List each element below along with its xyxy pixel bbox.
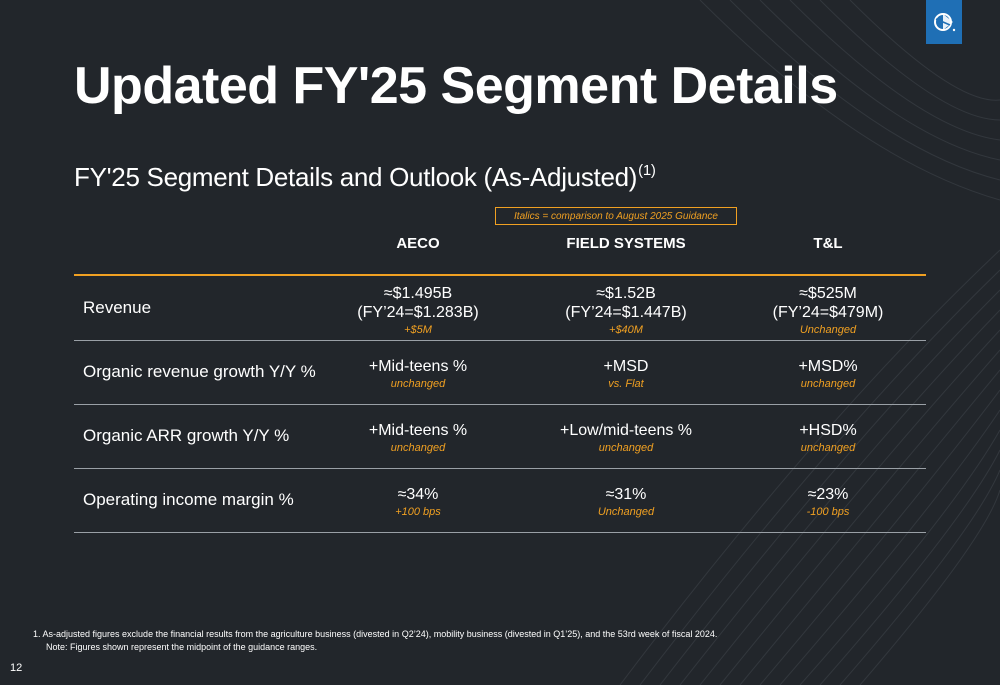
cell-value-prior: (FY’24=$479M) (772, 304, 884, 321)
cell-change-note: unchanged (800, 378, 856, 390)
cell-change-note: unchanged (390, 378, 446, 390)
cell-change-note: +$40M (609, 324, 643, 336)
cell-value: ≈$1.52B (596, 285, 656, 302)
cell-value: +Mid-teens % (368, 422, 468, 439)
cell-value: +MSD (603, 358, 649, 375)
cell-organic-arr-tl: +HSD% unchanged (728, 421, 928, 456)
row-label-operating-income-margin: Operating income margin % (83, 490, 294, 509)
cell-value: +MSD% (798, 358, 858, 375)
cell-value: +HSD% (799, 422, 857, 439)
cell-operating-margin-aeco: ≈34% +100 bps (318, 485, 518, 520)
cell-value: ≈23% (807, 486, 849, 503)
cell-change-note: unchanged (598, 442, 654, 454)
cell-organic-revenue-aeco: +Mid-teens % unchanged (318, 357, 518, 392)
cell-change-note: unchanged (800, 442, 856, 454)
row-label-organic-revenue-growth: Organic revenue growth Y/Y % (83, 362, 316, 381)
column-header-aeco: AECO (396, 235, 440, 252)
cell-organic-revenue-tl: +MSD% unchanged (728, 357, 928, 392)
subtitle-footnote-ref: (1) (638, 162, 656, 179)
cell-value: ≈$1.495B (383, 285, 453, 302)
footnote-note: Note: Figures shown represent the midpoi… (46, 641, 318, 652)
cell-change-note: +$5M (404, 324, 432, 336)
company-logo (926, 0, 962, 44)
cell-value: +Low/mid-teens % (559, 422, 693, 439)
page-title: Updated FY'25 Segment Details (74, 57, 838, 115)
header-divider (74, 274, 926, 276)
page-number: 12 (10, 662, 23, 674)
section-subtitle: FY'25 Segment Details and Outlook (As-Ad… (74, 162, 656, 193)
cell-value: ≈34% (397, 486, 439, 503)
cell-revenue-field-systems: ≈$1.52B (FY’24=$1.447B) +$40M (526, 284, 726, 338)
row-divider (74, 340, 926, 341)
cell-organic-arr-aeco: +Mid-teens % unchanged (318, 421, 518, 456)
cell-change-note: Unchanged (799, 324, 857, 336)
cell-value: +Mid-teens % (368, 358, 468, 375)
cell-operating-margin-tl: ≈23% -100 bps (728, 485, 928, 520)
column-header-tl: T&L (813, 235, 843, 252)
subtitle-text: FY'25 Segment Details and Outlook (As-Ad… (74, 162, 638, 192)
cell-change-note: vs. Flat (608, 378, 644, 390)
cell-change-note: unchanged (390, 442, 446, 454)
cell-value-prior: (FY’24=$1.447B) (565, 304, 687, 321)
cell-operating-margin-field-systems: ≈31% Unchanged (526, 485, 726, 520)
row-label-revenue: Revenue (83, 298, 152, 317)
cell-change-note: Unchanged (597, 506, 655, 518)
cell-revenue-aeco: ≈$1.495B (FY’24=$1.283B) +$5M (318, 284, 518, 338)
column-header-field-systems: FIELD SYSTEMS (566, 235, 686, 252)
cell-change-note: +100 bps (395, 506, 441, 518)
footnotes: 1. As-adjusted figures exclude the finan… (33, 628, 717, 653)
cell-value: ≈31% (605, 486, 647, 503)
cell-revenue-tl: ≈$525M (FY’24=$479M) Unchanged (728, 284, 928, 338)
row-divider (74, 468, 926, 469)
logo-globe-icon (934, 13, 956, 32)
footnote-1: 1. As-adjusted figures exclude the finan… (33, 629, 718, 639)
cell-value: ≈$525M (799, 285, 857, 302)
cell-value-prior: (FY’24=$1.283B) (357, 304, 479, 321)
cell-change-note: -100 bps (806, 506, 850, 518)
cell-organic-revenue-field-systems: +MSD vs. Flat (526, 357, 726, 392)
row-divider (74, 532, 926, 533)
italics-legend: Italics = comparison to August 2025 Guid… (495, 207, 737, 225)
row-label-organic-arr-growth: Organic ARR growth Y/Y % (83, 426, 290, 445)
cell-organic-arr-field-systems: +Low/mid-teens % unchanged (526, 421, 726, 456)
row-divider (74, 404, 926, 405)
